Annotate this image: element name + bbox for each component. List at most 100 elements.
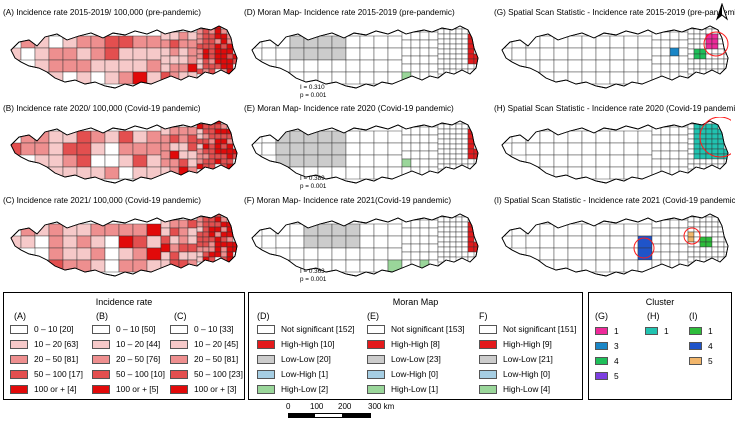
municipality [437, 143, 445, 150]
municipality [539, 142, 555, 156]
municipality [104, 247, 120, 261]
municipality [118, 247, 134, 261]
municipality [699, 226, 707, 233]
municipality [132, 154, 148, 168]
moran-legend-row: Low-Low [20] [257, 354, 331, 364]
municipality [90, 154, 106, 168]
cluster-col-h-head: (H) [647, 311, 660, 321]
incidence-legend-row: 50 – 100 [17] [10, 369, 83, 379]
municipality [711, 128, 719, 135]
municipality [539, 47, 555, 61]
moran-e-i: I = 0.389 [300, 175, 325, 182]
municipality [678, 31, 689, 41]
municipality [467, 148, 475, 155]
municipality [410, 126, 421, 136]
municipality [637, 166, 653, 180]
moran-legend-row: High-High [8] [367, 339, 440, 349]
municipality [567, 130, 583, 144]
state-border [501, 213, 729, 277]
municipality [104, 235, 120, 249]
municipality [76, 166, 92, 180]
moran-legend-row-label: High-High [8] [391, 339, 440, 349]
municipality [48, 247, 64, 261]
municipality [637, 59, 653, 73]
municipality [226, 48, 234, 55]
municipality [443, 226, 451, 233]
municipality [160, 158, 171, 168]
municipality [443, 33, 451, 40]
municipality [687, 128, 695, 135]
moran-legend-row-swatch [257, 369, 275, 379]
municipality [623, 47, 639, 61]
municipality [48, 47, 64, 61]
municipality [387, 35, 403, 49]
municipality [202, 38, 210, 45]
municipality [669, 227, 680, 237]
moran-legend-row-swatch [367, 324, 385, 334]
municipality [196, 251, 204, 258]
municipality [581, 142, 597, 156]
municipality [687, 38, 695, 45]
moran-col-f-head: F) [479, 311, 488, 321]
municipality [693, 38, 701, 45]
municipality [660, 63, 671, 73]
state-border [10, 120, 238, 184]
moran-legend-row-swatch [479, 384, 497, 394]
municipality [455, 216, 463, 223]
municipality [419, 31, 430, 41]
municipality [196, 38, 204, 45]
municipality [214, 143, 222, 150]
municipality [678, 235, 689, 245]
cluster-legend-row-label: 4 [614, 356, 619, 366]
municipality [467, 63, 475, 70]
municipality [104, 154, 120, 168]
municipality [345, 166, 361, 180]
municipality [76, 47, 92, 61]
municipality [187, 251, 198, 261]
municipality [48, 35, 64, 49]
municipality [711, 221, 719, 228]
municipality [717, 251, 725, 258]
municipality [226, 53, 234, 60]
municipality [660, 39, 671, 49]
municipality [76, 130, 92, 144]
municipality [609, 166, 625, 180]
incidence-legend-row-swatch [92, 354, 110, 364]
municipality [410, 251, 421, 261]
municipality [359, 259, 375, 273]
municipality [169, 150, 180, 160]
municipality [461, 246, 469, 253]
municipality [196, 241, 204, 248]
municipality [449, 148, 457, 155]
municipality [687, 221, 695, 228]
municipality [196, 158, 204, 165]
municipality [623, 59, 639, 73]
moran-legend-row: Not significant [151] [479, 324, 577, 334]
municipality [345, 71, 361, 85]
municipality [208, 63, 216, 70]
municipality [132, 35, 148, 49]
municipality [419, 134, 430, 144]
municipality [687, 33, 695, 40]
municipality [410, 150, 421, 160]
municipality [711, 246, 719, 253]
municipality [609, 130, 625, 144]
municipality [461, 33, 469, 40]
municipality [637, 71, 653, 85]
municipality [214, 53, 222, 60]
municipality [76, 154, 92, 168]
municipality [261, 235, 277, 249]
municipality [118, 59, 134, 73]
municipality [455, 226, 463, 233]
municipality [202, 133, 210, 140]
municipality [437, 158, 445, 165]
municipality [609, 247, 625, 261]
municipality [428, 55, 439, 65]
municipality [419, 39, 430, 49]
moran-e-p: p = 0.001 [300, 183, 327, 190]
municipality [187, 150, 198, 160]
municipality [567, 71, 583, 85]
scale-label-300km: 300 km [368, 402, 395, 411]
incidence-legend-row-label: 20 – 50 [76] [116, 354, 161, 364]
municipality [146, 71, 162, 85]
